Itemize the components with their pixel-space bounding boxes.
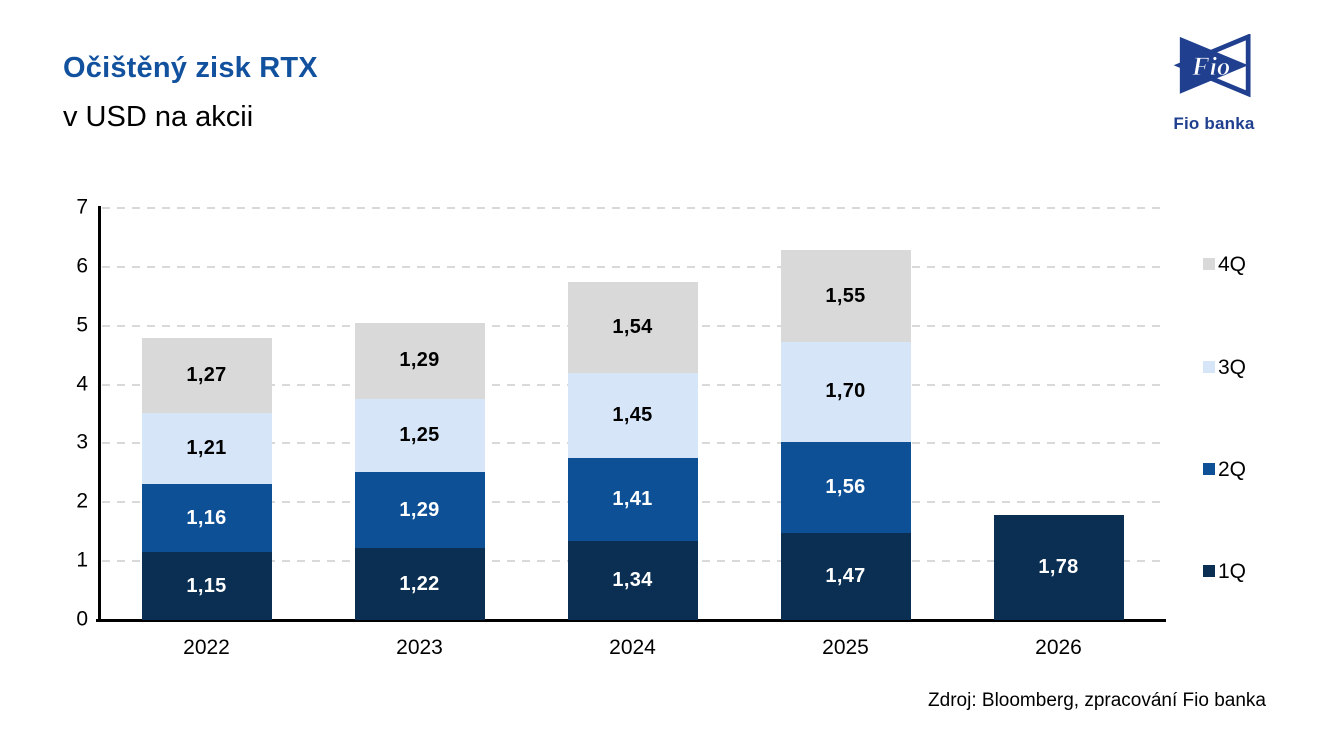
bar-segment-3q-2024: 1,45 [567, 372, 698, 459]
bar-segment-3q-2022: 1,21 [141, 412, 272, 485]
y-tick-label-0: 0 [76, 607, 88, 631]
y-tick-label-2: 2 [76, 489, 88, 513]
y-axis-line [98, 206, 101, 622]
plot-area: 1,15 1,16 1,21 1,27 1,22 1,29 1,25 1,29 1,34 1,41… [100, 207, 1165, 620]
segment-value-label: 1,41 [612, 488, 653, 511]
segment-value-label: 1,29 [399, 498, 440, 521]
segment-value-label: 1,15 [186, 574, 227, 597]
segment-value-label: 1,45 [612, 403, 653, 426]
bar-segment-2q-2024: 1,41 [567, 458, 698, 542]
fio-logo: Fio Fio banka [1164, 33, 1264, 134]
bar-segment-4q-2023: 1,29 [354, 322, 485, 399]
segment-value-label: 1,25 [399, 424, 440, 446]
y-tick-label-1: 1 [76, 548, 88, 572]
segment-value-label: 1,47 [825, 565, 866, 588]
segment-value-label: 1,21 [186, 436, 227, 459]
legend-swatch-1q [1203, 565, 1215, 577]
legend-item-3q: 3Q [1203, 355, 1246, 379]
segment-value-label: 1,22 [399, 572, 440, 595]
segment-value-label: 1,34 [612, 569, 653, 592]
legend-item-1q: 1Q [1203, 559, 1246, 583]
y-tick-label-3: 3 [76, 430, 88, 454]
segment-value-label: 1,55 [825, 284, 866, 307]
bar-segment-2q-2022: 1,16 [141, 484, 272, 553]
bar-segment-1q-2025: 1,47 [780, 533, 911, 620]
segment-value-label: 1,56 [825, 476, 866, 499]
x-tick-label-2024: 2024 [609, 636, 656, 659]
legend-label-2q: 2Q [1218, 457, 1247, 481]
legend-item-4q: 4Q [1203, 252, 1246, 276]
segment-value-label: 1,54 [612, 316, 653, 338]
bar-segment-4q-2022: 1,27 [141, 338, 272, 413]
page-subtitle: v USD na akcii [63, 101, 254, 133]
segment-value-label: 1,29 [399, 349, 440, 372]
bar-segment-2q-2023: 1,29 [354, 472, 485, 549]
gridline-7 [102, 207, 1162, 209]
x-tick-label-2023: 2023 [396, 636, 443, 659]
bar-segment-1q-2024: 1,34 [567, 541, 698, 620]
y-tick-label-6: 6 [76, 254, 88, 278]
bar-segment-2q-2025: 1,56 [780, 441, 911, 534]
fio-logo-caption: Fio banka [1173, 114, 1255, 133]
segment-value-label: 1,27 [186, 363, 227, 386]
source-note: Zdroj: Bloomberg, zpracování Fio banka [928, 690, 1266, 711]
y-tick-label-5: 5 [76, 313, 88, 337]
legend-label-4q: 4Q [1218, 252, 1247, 276]
x-tick-label-2026: 2026 [1035, 636, 1082, 659]
bar-segment-3q-2023: 1,25 [354, 398, 485, 473]
segment-value-label: 1,16 [186, 506, 227, 529]
legend-item-2q: 2Q [1203, 457, 1246, 481]
fio-logo-text: Fio [1191, 51, 1230, 81]
y-tick-label-4: 4 [76, 372, 88, 396]
legend-swatch-3q [1203, 361, 1215, 373]
page-title: Očištěný zisk RTX [63, 52, 318, 84]
bar-segment-1q-2023: 1,22 [354, 548, 485, 620]
x-tick-label-2022: 2022 [183, 636, 230, 659]
legend-swatch-2q [1203, 463, 1215, 475]
y-tick-label-7: 7 [76, 195, 88, 219]
legend-label-1q: 1Q [1218, 559, 1247, 583]
gridline-6 [102, 265, 1162, 268]
x-axis-line [96, 619, 1166, 622]
segment-value-label: 1,70 [825, 380, 866, 403]
legend-label-3q: 3Q [1218, 355, 1247, 379]
bar-segment-1q-2026: 1,78 [993, 515, 1124, 620]
bar-segment-4q-2025: 1,55 [780, 250, 911, 342]
x-tick-label-2025: 2025 [822, 636, 869, 659]
legend-swatch-4q [1203, 258, 1215, 270]
bar-segment-4q-2024: 1,54 [567, 282, 698, 373]
bar-segment-3q-2025: 1,70 [780, 341, 911, 442]
fio-star-icon: Fio [1173, 33, 1251, 98]
segment-value-label: 1,78 [1038, 556, 1079, 579]
bar-segment-1q-2022: 1,15 [141, 552, 272, 620]
